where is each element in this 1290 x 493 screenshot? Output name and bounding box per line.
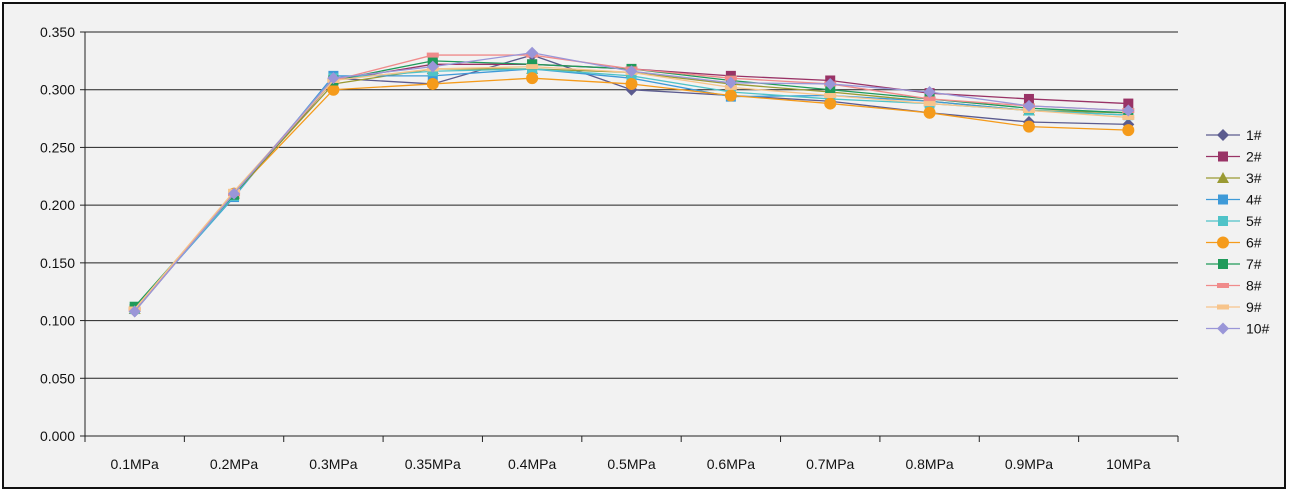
legend-item-6: 6# [1206,235,1262,251]
data-point-6-9 [923,106,936,119]
legend-marker-8 [1217,283,1229,288]
y-tick-label-5: 0.250 [40,139,75,155]
data-point-10-9 [923,86,936,99]
y-tick-label-1: 0.050 [40,370,75,386]
series-line-5 [134,68,1129,310]
data-point-10-1 [128,305,141,318]
legend-marker-10 [1217,322,1229,335]
series-5 [129,63,1134,315]
data-point-6-6 [625,77,638,90]
legend-item-1: 1# [1206,127,1262,143]
x-tick-label-0: 0.1MPa [111,456,159,472]
legend-item-3: 3# [1206,170,1262,186]
legend-label-2: 2# [1246,149,1262,165]
y-axis-ticks: 0.000 0.050 0.100 0.150 0.200 0.250 0.300 0.350 [40,24,85,444]
legend-item-10: 10# [1206,321,1270,337]
y-tick-label-6: 0.300 [40,82,75,98]
legend-label-7: 7# [1246,256,1262,272]
x-axis-ticks: 0.1MPa 0.2MPa 0.3MPa 0.35MPa 0.4MPa 0.5MPa 0.6… [84,436,1179,472]
x-tick-label-10: 10MPa [1106,456,1151,472]
data-point-8-9 [923,96,936,102]
y-tick-label-3: 0.150 [40,255,75,271]
data-point-9-11 [1122,114,1135,120]
legend-label-1: 1# [1246,127,1262,143]
legend-label-8: 8# [1246,278,1262,294]
y-tick-label-2: 0.100 [40,313,75,329]
series-group [128,46,1135,318]
x-tick-label-3: 0.35MPa [405,456,461,472]
legend-marker-1 [1217,129,1229,141]
y-tick-label-7: 0.350 [40,24,75,40]
data-point-10-4 [426,60,439,73]
data-point-6-11 [1122,124,1135,137]
legend-label-5: 5# [1246,213,1262,229]
x-tick-label-8: 0.8MPa [905,456,953,472]
legend-item-4: 4# [1206,192,1262,208]
legend-label-3: 3# [1246,170,1262,186]
legend-item-2: 2# [1206,149,1262,165]
x-tick-label-5: 0.5MPa [607,456,655,472]
data-point-6-7 [724,89,737,102]
data-point-10-5 [526,46,539,59]
series-line-3 [134,68,1129,310]
legend-marker-4 [1218,194,1228,205]
series-6 [128,72,1135,316]
data-point-6-10 [1022,120,1035,133]
y-tick-label-4: 0.200 [40,197,75,213]
legend-marker-5 [1218,216,1228,226]
x-tick-label-6: 0.6MPa [707,456,755,472]
x-tick-label-2: 0.3MPa [309,456,357,472]
data-point-10-6 [625,65,638,78]
legend-label-4: 4# [1246,192,1262,208]
legend-label-6: 6# [1246,235,1262,251]
data-point-10-11 [1122,104,1135,117]
series-3 [128,62,1135,315]
legend-marker-7 [1218,259,1228,269]
data-point-10-10 [1022,99,1035,112]
data-point-6-4 [426,77,439,90]
legend-marker-6 [1217,236,1229,249]
legend-item-9: 9# [1206,299,1262,315]
data-point-10-3 [327,72,340,85]
series-9 [128,64,1135,312]
data-point-10-2 [228,187,241,200]
legend-label-9: 9# [1246,299,1262,315]
series-4 [129,63,1134,315]
data-point-10-8 [824,77,837,90]
legend-item-8: 8# [1206,278,1262,294]
data-point-6-5 [526,72,539,85]
x-tick-label-1: 0.2MPa [210,456,258,472]
legend-label-10: 10# [1246,321,1270,337]
series-10 [128,46,1135,318]
data-point-9-9 [923,101,936,107]
x-tick-label-9: 0.9MPa [1005,456,1053,472]
data-point-6-3 [327,83,340,96]
legend-item-5: 5# [1206,213,1262,229]
axes [84,32,1178,437]
legend: 1# 2# 3# 4# 5# 6# 7# 8# 9# 10# [1206,127,1270,337]
data-point-8-4 [426,52,439,58]
data-point-2-11 [1123,98,1134,109]
data-point-6-8 [824,97,837,110]
data-point-10-7 [724,76,737,89]
series-line-4 [134,68,1129,310]
series-2 [129,59,1134,315]
series-line-6 [134,77,1129,310]
legend-marker-3 [1217,172,1229,183]
series-line-7 [134,60,1129,308]
data-point-9-8 [824,92,837,98]
y-tick-label-0: 0.000 [40,428,75,444]
x-tick-label-7: 0.7MPa [806,456,854,472]
legend-marker-2 [1218,151,1228,162]
x-tick-label-4: 0.4MPa [508,456,556,472]
legend-item-7: 7# [1206,256,1262,272]
data-point-9-5 [526,64,539,70]
series-line-2 [134,63,1129,310]
data-point-2-10 [1023,93,1034,104]
legend-marker-9 [1217,304,1229,310]
